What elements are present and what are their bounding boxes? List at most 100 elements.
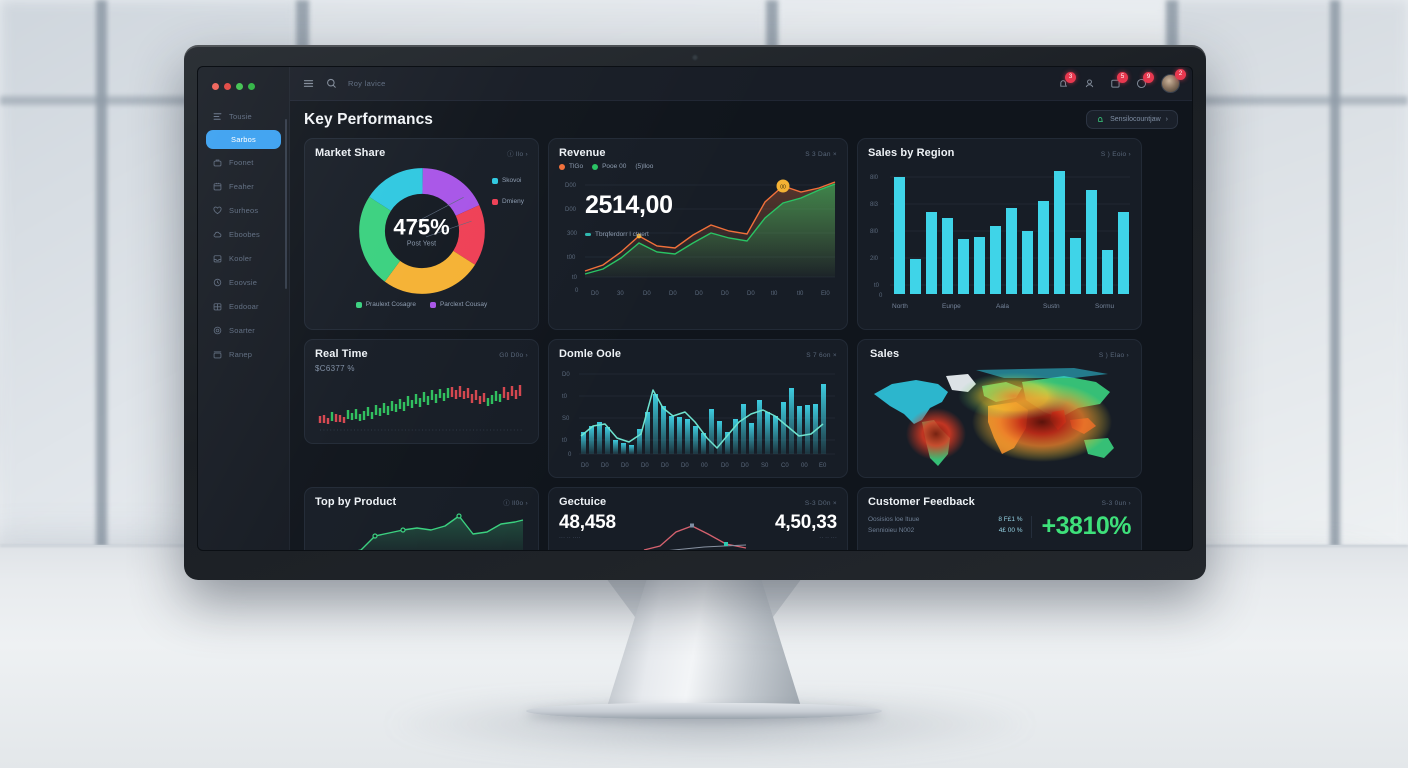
bar[interactable] (990, 226, 1001, 294)
legend-item[interactable]: Dmieny (491, 198, 524, 205)
revenue-inline-legend[interactable]: Tbrqferdorr l ctuert (585, 231, 649, 238)
sidebar-item-foonet[interactable]: Foonet (206, 152, 281, 173)
window-controls[interactable] (206, 81, 281, 106)
window-close-dot[interactable] (212, 83, 219, 90)
metrics-line-red[interactable] (644, 525, 747, 550)
hamburger-menu-icon[interactable] (302, 77, 315, 90)
search-icon[interactable] (325, 77, 338, 90)
export-button[interactable]: Sensilocountjaw › (1086, 110, 1178, 129)
sidebar-item-sarbos[interactable]: Sarbos (206, 130, 281, 149)
sidebar-item-label: Eoovsie (229, 278, 258, 287)
donut-slice-green[interactable] (358, 168, 485, 294)
sidebar-item-eodooar[interactable]: Eodooar (206, 296, 281, 317)
data-point-marker[interactable] (690, 523, 695, 528)
bar[interactable] (1086, 190, 1097, 294)
webcam-icon (691, 54, 699, 61)
legend-item[interactable]: TlGo (559, 163, 583, 170)
legend-item[interactable]: Pooe 00 (592, 163, 626, 170)
revenue-point-marker[interactable] (636, 233, 642, 239)
donut-slice-red[interactable] (358, 168, 485, 294)
feedback-row: Sennioieu N002 4£ 00 % (868, 527, 1023, 534)
donut-side-legend: Skovoi Dmieny (491, 177, 524, 219)
legend-item[interactable]: Praulext Cosagre (355, 301, 416, 308)
bar[interactable] (894, 177, 905, 294)
notifications-button[interactable]: 3 (1057, 72, 1076, 90)
donut-slice-amber[interactable] (358, 168, 485, 294)
legend-item[interactable]: Parclext Cousay (429, 301, 488, 308)
card-menu[interactable]: ⓘ llo › (507, 151, 528, 158)
data-point-marker[interactable] (456, 513, 462, 519)
bar[interactable] (1022, 231, 1033, 294)
bar[interactable] (926, 212, 937, 294)
user-button[interactable] (1083, 77, 1096, 90)
continents-group (874, 368, 1114, 466)
sidebar-item-eboobes[interactable]: Eboobes (206, 224, 281, 245)
bar[interactable] (974, 237, 985, 294)
revenue-line-green[interactable] (584, 183, 836, 275)
legend-item[interactable]: (5)lloo (635, 163, 653, 170)
bar[interactable] (1038, 201, 1049, 294)
card-menu[interactable]: S ) Elao › (1098, 352, 1129, 359)
svg-text:C0: C0 (781, 463, 789, 469)
card-menu[interactable]: S 7 6on × (806, 352, 837, 359)
card-menu[interactable]: ⓘ ll0o › (503, 500, 528, 507)
metric-left: 48,458 ··· ·· ···· (559, 512, 616, 541)
sidebar-item-tousie[interactable]: Tousie (206, 106, 281, 127)
feedback-label: Sennioieu N002 (868, 526, 915, 534)
data-point-marker[interactable] (724, 542, 729, 546)
svg-text:00: 00 (780, 185, 786, 191)
data-point-marker[interactable] (400, 527, 406, 533)
legend-label: Parclext Cousay (439, 301, 488, 308)
window-minimize-dot[interactable] (224, 83, 231, 90)
donut-slice-cyan[interactable] (358, 168, 485, 294)
metrics-row: 48,458 ··· ·· ···· 4 (559, 512, 837, 550)
bar[interactable] (1006, 208, 1017, 294)
card-menu[interactable]: S ) Eoio › (1100, 151, 1131, 158)
notifications-badge: 3 (1065, 72, 1076, 83)
data-point-marker[interactable] (372, 533, 378, 539)
card-menu[interactable]: G0 D0o › (499, 352, 528, 359)
messages-button[interactable]: 9 (1135, 72, 1154, 90)
combo-bars-group[interactable] (581, 384, 826, 454)
card-title: Sales by Region (868, 147, 955, 159)
revenue-line-orange[interactable] (584, 181, 836, 272)
card-menu[interactable]: S-3 0un › (1101, 500, 1131, 507)
sidebar-item-kooler[interactable]: Kooler (206, 248, 281, 269)
card-title: Sales (870, 348, 900, 360)
window-maximize-dot[interactable] (236, 83, 243, 90)
card-title: Market Share (315, 147, 386, 159)
sidebar-scrollbar[interactable] (285, 119, 287, 289)
bar[interactable] (958, 239, 969, 294)
sidebar-item-eoovsie[interactable]: Eoovsie (206, 272, 281, 293)
bar[interactable] (1102, 250, 1113, 294)
svg-text:D0: D0 (661, 463, 669, 469)
combo-trend-line[interactable] (580, 389, 824, 449)
bar[interactable] (1070, 238, 1081, 294)
card-header: Sales S ) Elao › (864, 348, 1135, 360)
card-title: Gectuice (559, 496, 607, 508)
bars-group[interactable] (894, 171, 1129, 294)
card-menu[interactable]: S-3 D0n × (804, 500, 837, 507)
revenue-annotation-bubble[interactable] (776, 179, 790, 193)
sidebar-item-soarter[interactable]: Soarter (206, 320, 281, 341)
bar[interactable] (942, 218, 953, 294)
sidebar-item-ranep[interactable]: Ranep (206, 344, 281, 365)
top-product-line[interactable] (319, 515, 524, 550)
dashboard-grid: Market Share ⓘ llo › (304, 138, 1178, 550)
bar[interactable] (910, 259, 921, 294)
profile-button[interactable]: 2 (1161, 69, 1186, 93)
candles-group[interactable] (318, 385, 522, 424)
sidebar-item-surheos[interactable]: Surheos (206, 200, 281, 221)
card-menu[interactable]: S 3 Dan × (805, 151, 837, 158)
legend-item[interactable]: Skovoi (491, 177, 524, 184)
card-header: Sales by Region S ) Eoio › (868, 147, 1131, 159)
bar[interactable] (1118, 212, 1129, 294)
svg-text:D0: D0 (601, 463, 609, 469)
search-input[interactable]: Roy lavice (348, 79, 386, 88)
window-extra-dot[interactable] (248, 83, 255, 90)
inbox-button[interactable]: 5 (1109, 72, 1128, 90)
world-heatmap[interactable] (864, 364, 1134, 472)
bar[interactable] (1054, 171, 1065, 294)
metric-left-sub: ··· ·· ···· (559, 535, 581, 541)
sidebar-item-feaher[interactable]: Feaher (206, 176, 281, 197)
